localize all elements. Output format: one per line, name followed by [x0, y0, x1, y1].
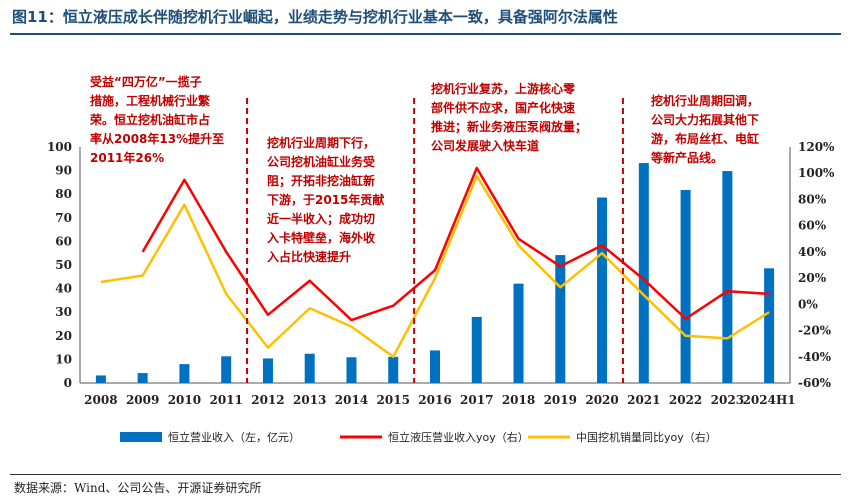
x-tick-label: 2024H1	[743, 393, 796, 407]
x-tick-label: 2022	[669, 393, 702, 407]
x-tick-label: 2017	[460, 393, 493, 407]
annotation-line: 游，布局丝杠、电缸	[651, 131, 759, 146]
annotation-line: 率从2008年13%提升至	[90, 131, 224, 146]
period-annotation: 挖机行业周期下行， 公司挖机油缸业务受阻；开拓非挖油缸新下游，于2015年贡献近一…	[267, 135, 384, 264]
left-tick-label: 100	[47, 140, 72, 154]
x-tick-label: 2023	[711, 393, 744, 407]
x-tick-label: 2015	[377, 393, 410, 407]
revenue-bar	[764, 268, 775, 383]
revenue-bar	[555, 255, 566, 383]
legend-label-revenue: 恒立营业收入（左，亿元）	[168, 430, 300, 444]
revenue-bar	[137, 373, 148, 383]
x-tick-label: 2021	[627, 393, 660, 407]
annotation-line: 入占比快速提升	[267, 249, 351, 264]
x-tick-label: 2012	[251, 393, 284, 407]
dividers-layer	[246, 98, 624, 383]
legend-label-revenue-yoy: 恒立液压营业收入yoy（右）	[388, 430, 529, 444]
revenue-bar	[597, 197, 608, 383]
x-tick-label: 2018	[502, 393, 535, 407]
annotation-line: 等新产品线。	[650, 150, 723, 165]
source-divider	[10, 474, 841, 475]
annotation-line: 部件供不应求，国产化快速	[431, 100, 575, 115]
left-tick-label: 90	[55, 164, 72, 178]
period-annotation: 挖机行业周期回调， 公司大力拓展其他下游，布局丝杠、电缸等新产品线。	[650, 93, 759, 165]
annotation-line: 入卡特壁垒，海外收	[267, 230, 375, 245]
annotation-line: 公司大力拓展其他下	[651, 112, 759, 127]
left-tick-label: 70	[55, 211, 72, 225]
annotation-line: 挖机行业周期下行，	[267, 135, 375, 150]
lines-layer	[100, 166, 770, 359]
revenue-bar	[471, 316, 482, 383]
excavator-sales-yoy-line	[100, 174, 770, 359]
x-tick-label: 2019	[544, 393, 577, 407]
revenue-bar	[262, 358, 273, 383]
right-tick-label: 100%	[798, 166, 835, 180]
right-tick-label: -40%	[798, 350, 832, 364]
right-tick-label: 40%	[798, 245, 827, 259]
right-tick-label: 0%	[798, 297, 818, 311]
left-tick-label: 60	[55, 234, 72, 248]
annotation-line: 挖机行业复苏，上游核心零	[431, 81, 576, 96]
annotation-line: 措施，工程机械行业繁	[90, 93, 211, 108]
annotation-line: 2011年26%	[90, 150, 164, 165]
revenue-bar	[388, 356, 399, 383]
x-tick-label: 2014	[335, 393, 368, 407]
revenue-bar	[638, 163, 649, 383]
legend-label-excavator-yoy: 中国挖机销量同比yoy（右）	[576, 430, 717, 444]
right-tick-label: 20%	[798, 271, 827, 285]
annotation-line: 近一半收入；成功切	[267, 211, 375, 226]
x-tick-label: 2020	[585, 393, 618, 407]
title-underline	[10, 33, 841, 35]
left-tick-label: 10	[55, 352, 72, 366]
annotation-line: 挖机行业周期回调，	[651, 93, 759, 108]
left-tick-label: 80	[55, 187, 72, 201]
x-tick-label: 2013	[293, 393, 326, 407]
legend: 恒立营业收入（左，亿元） 恒立液压营业收入yoy（右） 中国挖机销量同比yoy（右）	[120, 430, 717, 444]
revenue-bar	[513, 283, 524, 383]
annotation-line: 受益“四万亿”一揽子	[90, 74, 202, 89]
left-tick-label: 20	[55, 329, 72, 343]
left-tick-label: 0	[64, 376, 72, 390]
bars-layer	[95, 163, 775, 383]
revenue-bar	[304, 353, 315, 383]
chart-title: 图11：恒立液压成长伴随挖机行业崛起，业绩走势与挖机行业基本一致，具备强阿尔法属…	[12, 8, 618, 26]
right-tick-label: 60%	[798, 219, 827, 233]
period-annotation: 挖机行业复苏，上游核心零部件供不应求，国产化快速推进；新业务液压泵阀放量； 公司发…	[431, 81, 587, 153]
revenue-bar	[346, 357, 357, 383]
right-tick-label: -20%	[798, 324, 832, 338]
x-tick-label: 2010	[168, 393, 201, 407]
x-tick-label: 2008	[84, 393, 117, 407]
right-tick-label: 120%	[798, 140, 835, 154]
left-tick-label: 40	[55, 282, 72, 296]
x-tick-label: 2009	[126, 393, 159, 407]
legend-swatch-revenue	[120, 432, 162, 442]
revenue-bar	[95, 375, 106, 383]
left-tick-label: 50	[55, 258, 72, 272]
annotation-line: 荣。恒立挖机油缸市占	[89, 112, 210, 127]
revenue-yoy-line	[141, 166, 770, 322]
revenue-bar	[221, 356, 232, 383]
annotation-line: 下游，于2015年贡献	[267, 192, 384, 207]
annotation-line: 公司发展驶入快车道	[431, 138, 539, 153]
x-tick-label: 2011	[209, 393, 242, 407]
revenue-bar	[430, 350, 440, 383]
annotations-layer: 受益“四万亿”一揽子措施，工程机械行业繁荣。恒立挖机油缸市占率从2008年13%…	[89, 74, 759, 264]
right-tick-label: -60%	[798, 376, 832, 390]
x-tick-label: 2016	[418, 393, 451, 407]
annotation-line: 阻；开拓非挖油缸新	[267, 173, 375, 188]
period-annotation: 受益“四万亿”一揽子措施，工程机械行业繁荣。恒立挖机油缸市占率从2008年13%…	[89, 74, 224, 165]
revenue-bar	[722, 171, 733, 383]
left-tick-label: 30	[55, 305, 72, 319]
revenue-bar	[179, 364, 190, 383]
data-source-note: 数据来源：Wind、公司公告、开源证券研究所	[14, 481, 262, 495]
revenue-bar	[680, 189, 691, 383]
annotation-line: 公司挖机油缸业务受	[267, 154, 375, 169]
axes-layer: 0 10 20 30 40 50 60 70 80 90 100 -60% -40% -20% 0% 20% 4…	[47, 140, 835, 407]
annotation-line: 推进；新业务液压泵阀放量；	[431, 119, 587, 134]
right-tick-label: 80%	[798, 192, 827, 206]
